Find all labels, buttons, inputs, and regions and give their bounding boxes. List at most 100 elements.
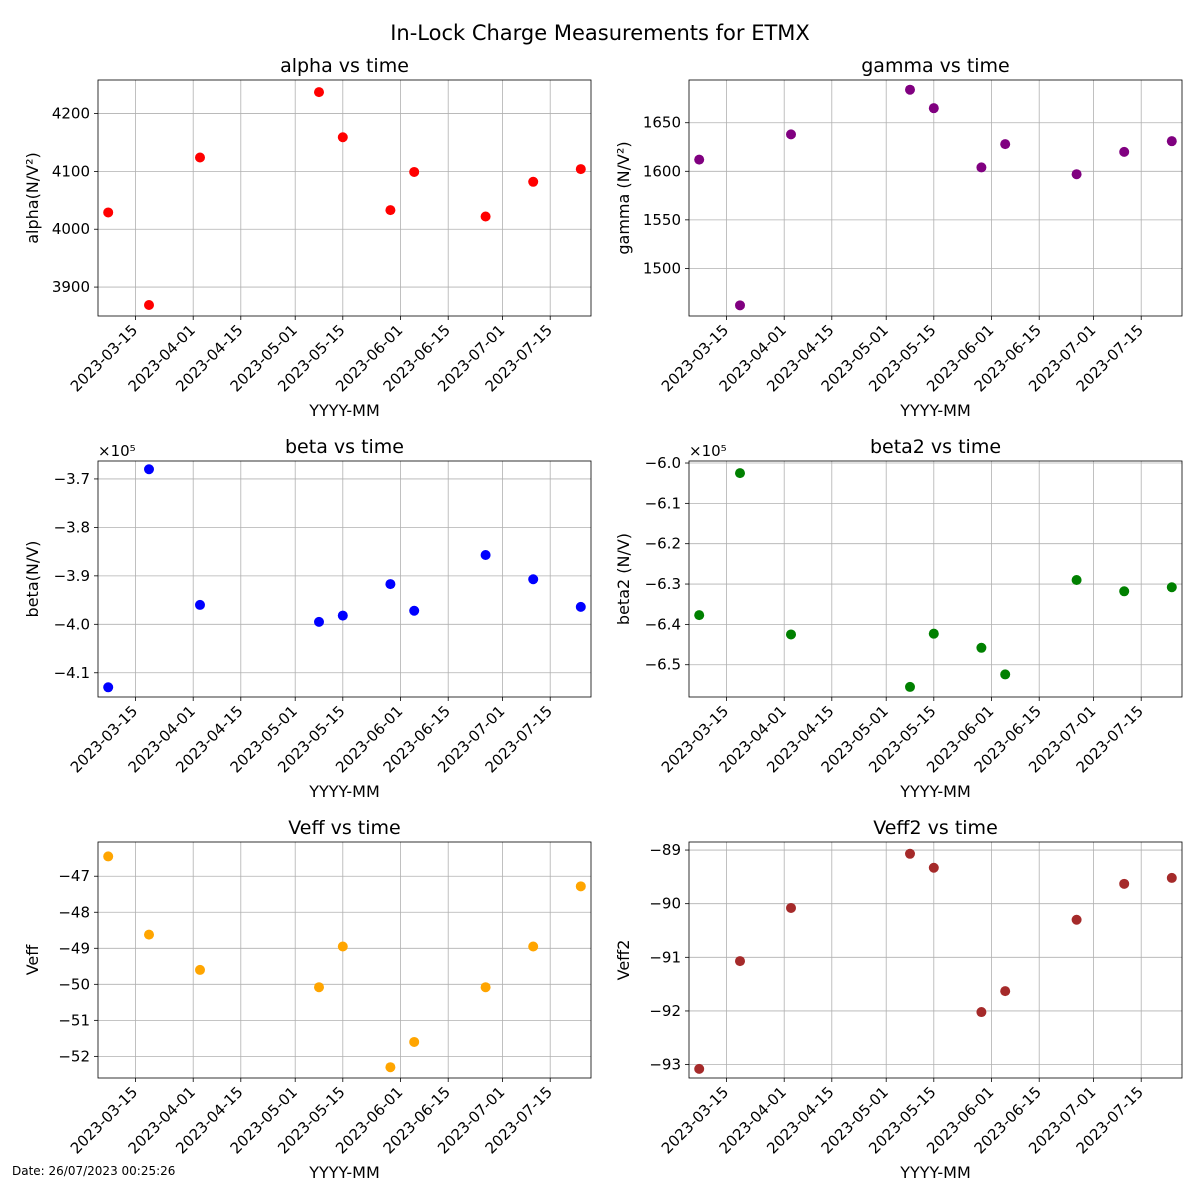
y-tick-label: −91: [649, 948, 681, 966]
y-tick-label: −3.9: [54, 567, 90, 585]
data-point: [528, 941, 539, 952]
subplot-2: gamma vs time15001550160016502023-03-152…: [614, 55, 1183, 420]
data-point: [103, 207, 114, 218]
data-point: [385, 1062, 396, 1073]
data-point: [409, 166, 420, 177]
data-point: [337, 610, 348, 621]
data-point: [1071, 575, 1082, 586]
data-point: [144, 464, 154, 475]
y-tick-label: 1650: [643, 114, 681, 132]
y-tick-label: −92: [649, 1002, 681, 1020]
data-point: [694, 1063, 705, 1074]
y-tick-label: −49: [58, 939, 90, 957]
data-point: [480, 550, 491, 561]
y-offset-label: ×10⁵: [689, 442, 727, 460]
data-point: [337, 941, 348, 952]
data-point: [1166, 136, 1177, 147]
y-tick-label: −52: [58, 1047, 90, 1065]
y-offset-label: ×10⁵: [98, 442, 136, 460]
x-axis-label: YYYY-MM: [308, 401, 380, 420]
data-point: [1119, 146, 1130, 157]
y-tick-label: −48: [58, 903, 90, 921]
y-tick-label: −6.4: [645, 615, 681, 633]
data-point: [314, 982, 324, 993]
subplot-3: beta vs time−4.1−4.0−3.9−3.8−3.72023-03-…: [23, 436, 592, 801]
data-point: [905, 848, 915, 859]
data-point: [928, 103, 939, 114]
subplot-title: beta vs time: [285, 436, 404, 458]
data-point: [528, 176, 539, 187]
subplot-title: alpha vs time: [280, 55, 409, 77]
y-tick-label: 4200: [52, 105, 90, 123]
data-point: [735, 300, 745, 311]
data-point: [144, 929, 154, 940]
y-axis-label: beta2 (N/V): [614, 533, 633, 625]
data-point: [385, 205, 396, 216]
y-tick-label: −4.0: [54, 615, 90, 633]
y-tick-label: 1600: [643, 162, 681, 180]
plot-frame: [97, 460, 592, 698]
data-point: [103, 851, 114, 862]
y-axis-label: gamma (N/V²): [614, 141, 633, 254]
data-point: [976, 162, 987, 173]
data-point: [144, 300, 154, 311]
subplot-5: Veff vs time−52−51−50−49−48−472023-03-15…: [23, 817, 592, 1182]
y-tick-label: 4000: [52, 220, 90, 238]
data-point: [337, 132, 348, 143]
data-point: [976, 1007, 987, 1018]
y-tick-label: −89: [649, 841, 681, 859]
y-tick-label: −90: [649, 895, 681, 913]
data-point: [575, 164, 586, 175]
plot-frame: [688, 841, 1183, 1079]
y-tick-label: −6.2: [645, 535, 681, 553]
data-point: [314, 87, 324, 98]
data-point: [409, 1036, 420, 1047]
data-point: [1119, 878, 1130, 889]
data-point: [1071, 914, 1082, 925]
plot-frame: [688, 460, 1183, 698]
data-point: [735, 468, 745, 479]
subplot-4: beta2 vs time−6.5−6.4−6.3−6.2−6.1−6.0202…: [614, 436, 1183, 801]
data-point: [480, 982, 491, 993]
data-point: [480, 211, 491, 222]
data-point: [786, 129, 796, 140]
data-point: [694, 154, 705, 165]
x-axis-label: YYYY-MM: [899, 782, 971, 801]
y-axis-label: Veff2: [614, 940, 633, 981]
panels-container: alpha vs time39004000410042002023-03-152…: [23, 55, 1183, 1182]
y-tick-label: −3.7: [54, 470, 90, 488]
data-point: [928, 628, 939, 639]
data-point: [1119, 586, 1130, 597]
data-point: [1000, 986, 1011, 997]
figure-footer-date: Date: 26/07/2023 00:25:26: [12, 1164, 175, 1178]
data-point: [575, 601, 586, 612]
y-tick-label: −6.3: [645, 575, 681, 593]
plot-frame: [97, 841, 592, 1079]
data-point: [1071, 169, 1082, 180]
data-point: [694, 610, 705, 621]
data-point: [1000, 139, 1011, 150]
data-point: [409, 605, 420, 616]
y-tick-label: −6.0: [645, 454, 681, 472]
y-tick-label: −51: [58, 1011, 90, 1029]
data-point: [195, 964, 205, 975]
data-point: [195, 152, 205, 163]
data-point: [976, 642, 987, 653]
data-point: [575, 881, 586, 892]
y-tick-label: −47: [58, 867, 90, 885]
y-tick-label: 1550: [643, 211, 681, 229]
x-axis-label: YYYY-MM: [308, 782, 380, 801]
data-point: [528, 574, 539, 585]
y-axis-label: alpha(N/V²): [23, 152, 42, 244]
y-tick-label: 4100: [52, 162, 90, 180]
plot-frame: [97, 79, 592, 317]
subplot-title: Veff vs time: [288, 817, 400, 839]
data-point: [786, 902, 796, 913]
subplot-1: alpha vs time39004000410042002023-03-152…: [23, 55, 592, 420]
data-point: [1000, 669, 1011, 680]
y-tick-label: −50: [58, 975, 90, 993]
data-point: [928, 862, 939, 873]
subplot-title: Veff2 vs time: [873, 817, 998, 839]
data-point: [786, 629, 796, 640]
